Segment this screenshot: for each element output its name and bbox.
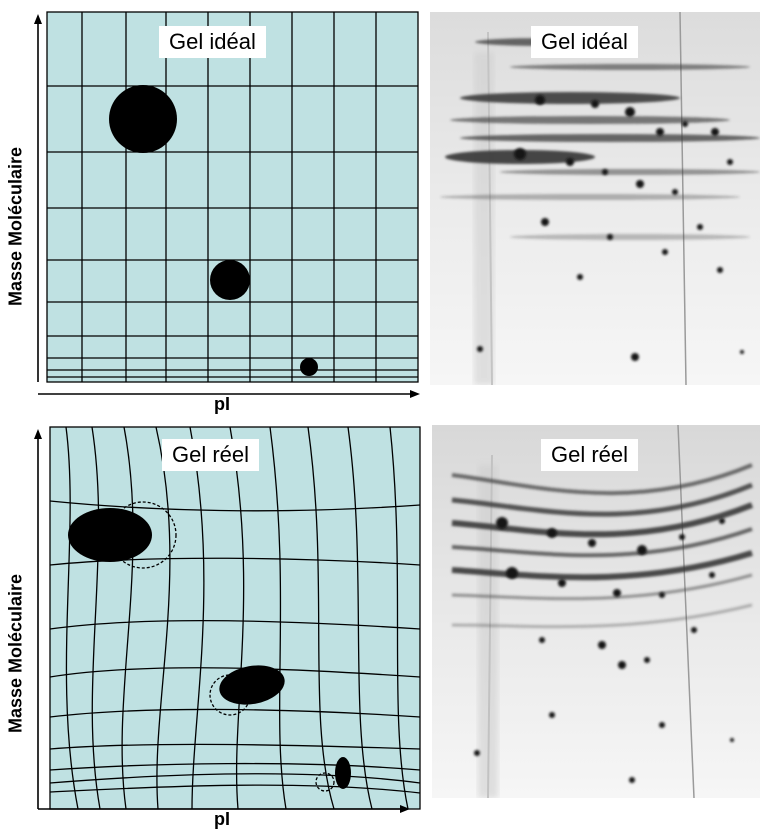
- real-gel-photo-svg: [432, 424, 760, 799]
- ideal-y-axis: [34, 14, 42, 382]
- real-gel-vertical-lines: [65, 426, 409, 810]
- ideal-spot-large: [109, 85, 177, 153]
- real-ghost-small: [315, 772, 335, 792]
- ideal-x-axis: [38, 390, 420, 398]
- ideal-spot-medium: [210, 260, 250, 300]
- ideal-spot-small: [300, 358, 318, 376]
- ideal-gel-photo: Gel idéal: [430, 11, 760, 386]
- real-schema-title: Gel réel: [162, 439, 260, 471]
- ideal-gel-photo-svg: [430, 11, 760, 386]
- ideal-gel-area: [46, 11, 419, 383]
- ideal-gel-horizontal-lines: [47, 85, 418, 378]
- real-y-axis: [34, 429, 42, 809]
- real-spot-small: [335, 757, 351, 789]
- real-gel-area: [49, 426, 421, 810]
- ideal-x-axis-label: pI: [214, 394, 230, 414]
- real-gel-photo: Gel réel: [432, 424, 760, 799]
- real-x-axis-label: pI: [214, 809, 230, 829]
- ideal-y-axis-label: Masse Moléculaire: [5, 146, 26, 307]
- ideal-gel-diagram: Gel idéal Masse Moléculaire pI: [0, 0, 430, 415]
- real-x-axis: [38, 805, 410, 813]
- real-gel-horizontal-lines: [49, 500, 421, 794]
- real-photo-title: Gel réel: [541, 439, 639, 471]
- real-spot-large: [68, 508, 152, 562]
- ideal-schema-title: Gel idéal: [159, 26, 266, 58]
- ideal-photo-title: Gel idéal: [531, 26, 638, 58]
- real-ghost-large: [109, 501, 177, 569]
- ideal-gel-svg: [34, 11, 420, 398]
- real-gel-diagram: Gel réel Masse Moléculaire pI: [0, 415, 430, 830]
- real-gel-svg: [34, 426, 421, 813]
- real-spot-medium: [219, 665, 285, 705]
- ideal-gel-vertical-lines: [81, 12, 377, 382]
- real-y-axis-label: Masse Moléculaire: [5, 573, 26, 734]
